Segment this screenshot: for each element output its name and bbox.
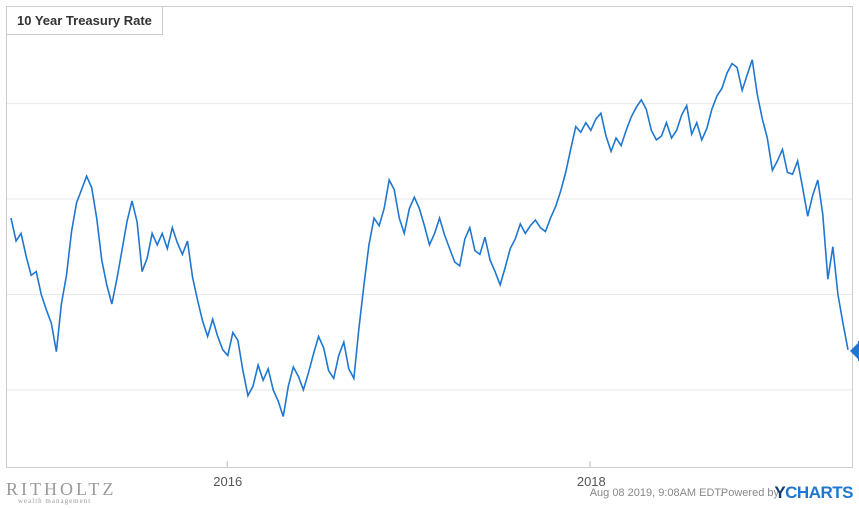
chart-frame: 10 Year Treasury Rate 1.50%2.00%2.50%3.0…	[6, 6, 853, 468]
ycharts-logo: YCHARTS	[774, 483, 853, 503]
chart-title: 10 Year Treasury Rate	[7, 7, 163, 35]
ritholtz-logo: RITHOLTZ wealth management	[6, 479, 116, 505]
timestamp: Aug 08 2019, 9:08AM EDT.	[590, 487, 723, 499]
plot-area	[7, 7, 852, 467]
ycharts-rest: CHARTS	[785, 483, 853, 502]
powered-by-label: Powered by	[721, 487, 779, 499]
footer: RITHOLTZ wealth management Aug 08 2019, …	[6, 473, 853, 505]
ycharts-y: Y	[774, 483, 785, 502]
chart-svg	[7, 7, 852, 467]
ritholtz-main: RITHOLTZ	[6, 479, 116, 499]
